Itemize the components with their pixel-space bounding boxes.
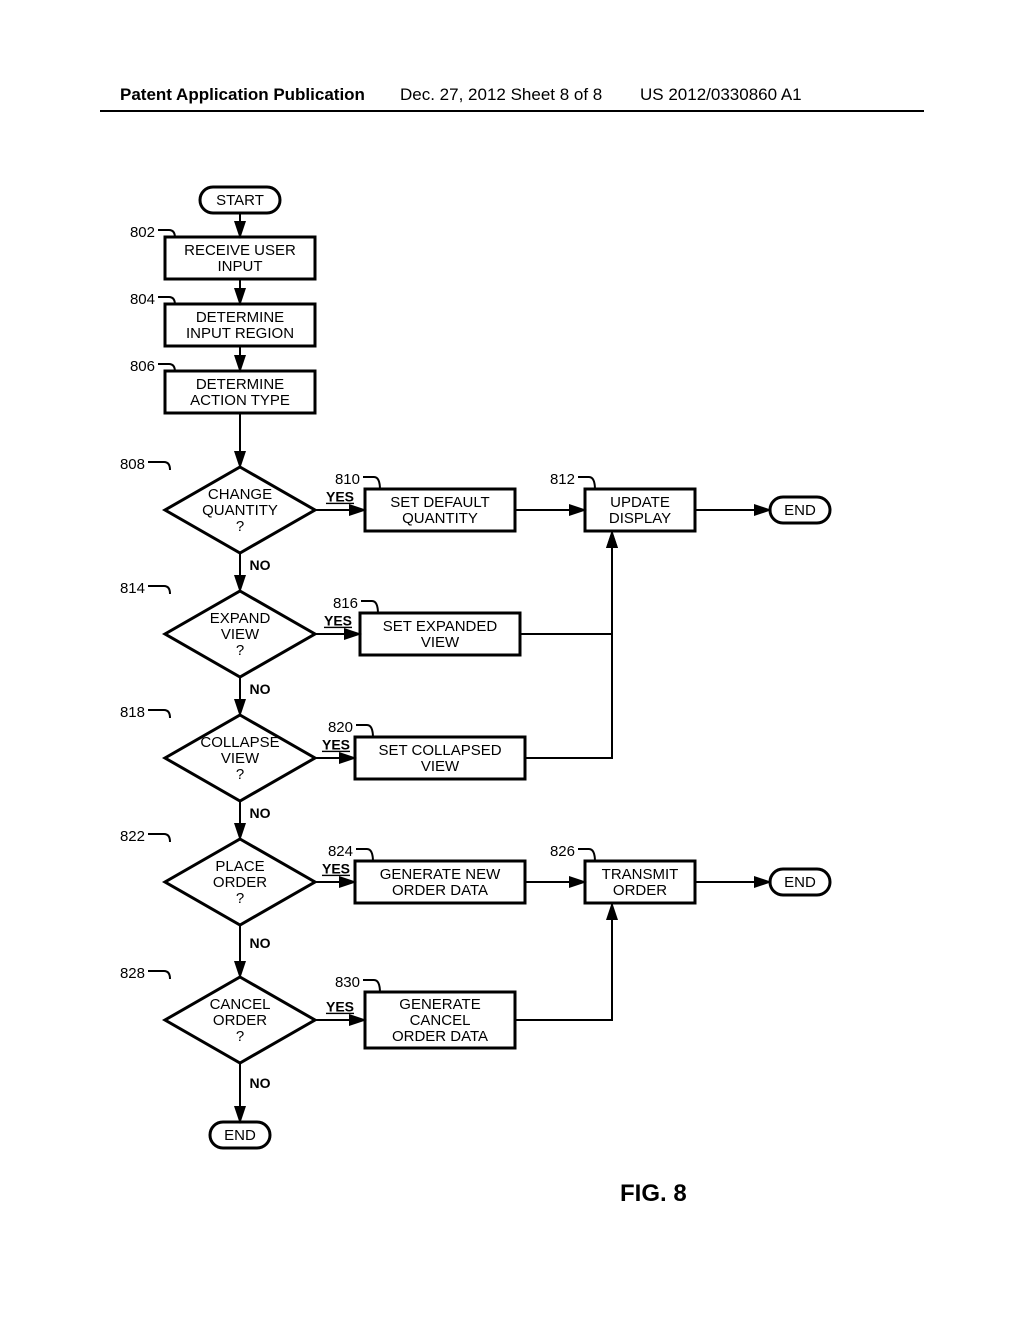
edge-poly (520, 532, 612, 634)
terminator-label: END (224, 1127, 256, 1144)
ref-810: 810 (335, 471, 360, 488)
ref-820: 820 (328, 719, 353, 736)
decision-text: ? (236, 1028, 244, 1045)
decision-text: ? (236, 518, 244, 535)
ref-hook (148, 834, 170, 842)
ref-hook (148, 971, 170, 979)
process-text: RECEIVE USER (184, 242, 296, 259)
decision-text: COLLAPSE (200, 734, 279, 751)
terminator-label: END (784, 874, 816, 891)
process-text: VIEW (421, 758, 460, 775)
ref-826: 826 (550, 843, 575, 860)
ref-818: 818 (120, 704, 145, 721)
ref-812: 812 (550, 471, 575, 488)
decision-text: ? (236, 642, 244, 659)
process-text: ORDER DATA (392, 882, 488, 899)
decision-text: CHANGE (208, 486, 272, 503)
header-rule (100, 110, 924, 112)
header-left: Patent Application Publication (120, 85, 365, 105)
decision-text: QUANTITY (202, 502, 278, 519)
ref-822: 822 (120, 828, 145, 845)
edge-label: YES (326, 999, 354, 1015)
page: Patent Application Publication Dec. 27, … (0, 0, 1024, 1320)
process-text: INPUT REGION (186, 325, 294, 342)
process-text: DETERMINE (196, 309, 284, 326)
decision-text: PLACE (215, 858, 264, 875)
decision-text: VIEW (221, 626, 260, 643)
process-text: DISPLAY (609, 510, 671, 527)
edge-label: NO (250, 1075, 271, 1091)
ref-828: 828 (120, 965, 145, 982)
process-text: VIEW (421, 634, 460, 651)
ref-hook (148, 710, 170, 718)
figure-label: FIG. 8 (620, 1180, 687, 1208)
ref-hook (148, 462, 170, 470)
header-center: Dec. 27, 2012 Sheet 8 of 8 (400, 85, 602, 105)
edge-label: YES (322, 861, 350, 877)
decision-text: VIEW (221, 750, 260, 767)
decision-text: CANCEL (210, 996, 271, 1013)
process-text: TRANSMIT (602, 866, 679, 883)
edge-label: NO (250, 805, 271, 821)
terminator-label: START (216, 192, 264, 209)
process-text: SET EXPANDED (383, 618, 498, 635)
decision-text: EXPAND (210, 610, 271, 627)
edge-label: NO (250, 681, 271, 697)
ref-804: 804 (130, 291, 155, 308)
process-text: GENERATE NEW (380, 866, 501, 883)
decision-text: ? (236, 766, 244, 783)
ref-824: 824 (328, 843, 353, 860)
process-text: SET DEFAULT (390, 494, 489, 511)
ref-816: 816 (333, 595, 358, 612)
decision-text: ORDER (213, 1012, 267, 1029)
ref-hook (148, 586, 170, 594)
process-text: CANCEL (410, 1012, 471, 1029)
edge-poly (525, 532, 612, 758)
edge-label: NO (250, 557, 271, 573)
process-text: ACTION TYPE (190, 392, 290, 409)
edge-label: NO (250, 935, 271, 951)
ref-830: 830 (335, 974, 360, 991)
decision-text: ? (236, 890, 244, 907)
process-text: GENERATE (399, 996, 480, 1013)
edge-label: YES (324, 613, 352, 629)
edge-label: YES (322, 737, 350, 753)
edge-label: YES (326, 489, 354, 505)
flowchart: START END END END RECEIVE USERINPUT DETERMINE… (100, 170, 924, 1190)
ref-808: 808 (120, 456, 145, 473)
process-text: UPDATE (610, 494, 670, 511)
ref-814: 814 (120, 580, 145, 597)
decision-text: ORDER (213, 874, 267, 891)
process-text: SET COLLAPSED (378, 742, 501, 759)
page-header: Patent Application Publication Dec. 27, … (0, 85, 1024, 109)
process-text: DETERMINE (196, 376, 284, 393)
process-text: ORDER (613, 882, 667, 899)
edge-poly (515, 904, 612, 1020)
ref-802: 802 (130, 224, 155, 241)
process-text: INPUT (218, 258, 263, 275)
process-text: ORDER DATA (392, 1028, 488, 1045)
process-text: QUANTITY (402, 510, 478, 527)
header-right: US 2012/0330860 A1 (640, 85, 802, 105)
ref-806: 806 (130, 358, 155, 375)
terminator-label: END (784, 502, 816, 519)
